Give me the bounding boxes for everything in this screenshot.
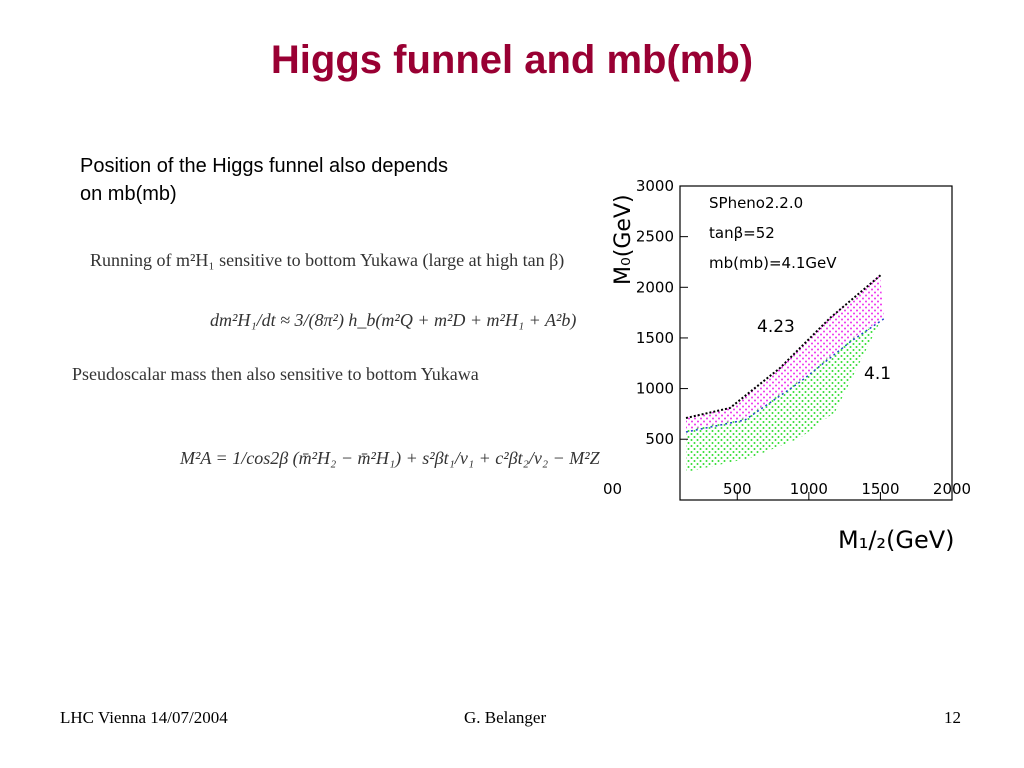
legend-text: mb(mb)=4.1GeV <box>709 254 837 272</box>
footer-left: LHC Vienna 14/07/2004 <box>60 708 228 727</box>
y-tick-label: 500 <box>645 430 674 448</box>
equation: dm²H₁/dt ≈ 3/(8π²) h_b(m²Q + m²D + m²H₁ … <box>210 310 577 330</box>
x-tick-label: 500 <box>723 480 752 498</box>
equation: M²A = 1/cos2β (m̄²H₂ − m̄²H₁) + s²βt₁/v₁… <box>180 448 600 468</box>
footer-right: 12 <box>944 708 961 727</box>
y-axis-label: M₀(GeV) <box>611 194 636 285</box>
annotation: 4.23 <box>757 317 795 337</box>
band-edge <box>685 317 886 433</box>
x-tick-label: 00 <box>603 480 622 498</box>
footer-center: G. Belanger <box>464 708 547 727</box>
y-tick-label: 3000 <box>636 177 674 195</box>
legend-text: SPheno2.2.0 <box>709 194 803 212</box>
x-tick-label: 1500 <box>861 480 899 498</box>
equation: Running of m²H₁ sensitive to bottom Yuka… <box>90 250 565 270</box>
equation: Pseudoscalar mass then also sensitive to… <box>72 364 479 384</box>
legend-text: tanβ=52 <box>709 224 775 242</box>
x-axis-label: M₁/₂(GeV) <box>838 526 955 554</box>
y-tick-label: 2500 <box>636 228 674 246</box>
y-tick-label: 2000 <box>636 278 674 296</box>
plot-frame <box>679 185 953 501</box>
y-tick-label: 1500 <box>636 329 674 347</box>
x-tick-label: 2000 <box>933 480 971 498</box>
body-text: Position of the Higgs funnel also depend… <box>80 155 449 205</box>
annotation: 4.1 <box>864 364 891 384</box>
x-tick-label: 1000 <box>790 480 828 498</box>
band-4-1 <box>686 322 880 472</box>
band-edge <box>685 273 883 419</box>
y-tick-label: 1000 <box>636 380 674 398</box>
slide-title: Higgs funnel and mb(mb) <box>270 38 754 82</box>
